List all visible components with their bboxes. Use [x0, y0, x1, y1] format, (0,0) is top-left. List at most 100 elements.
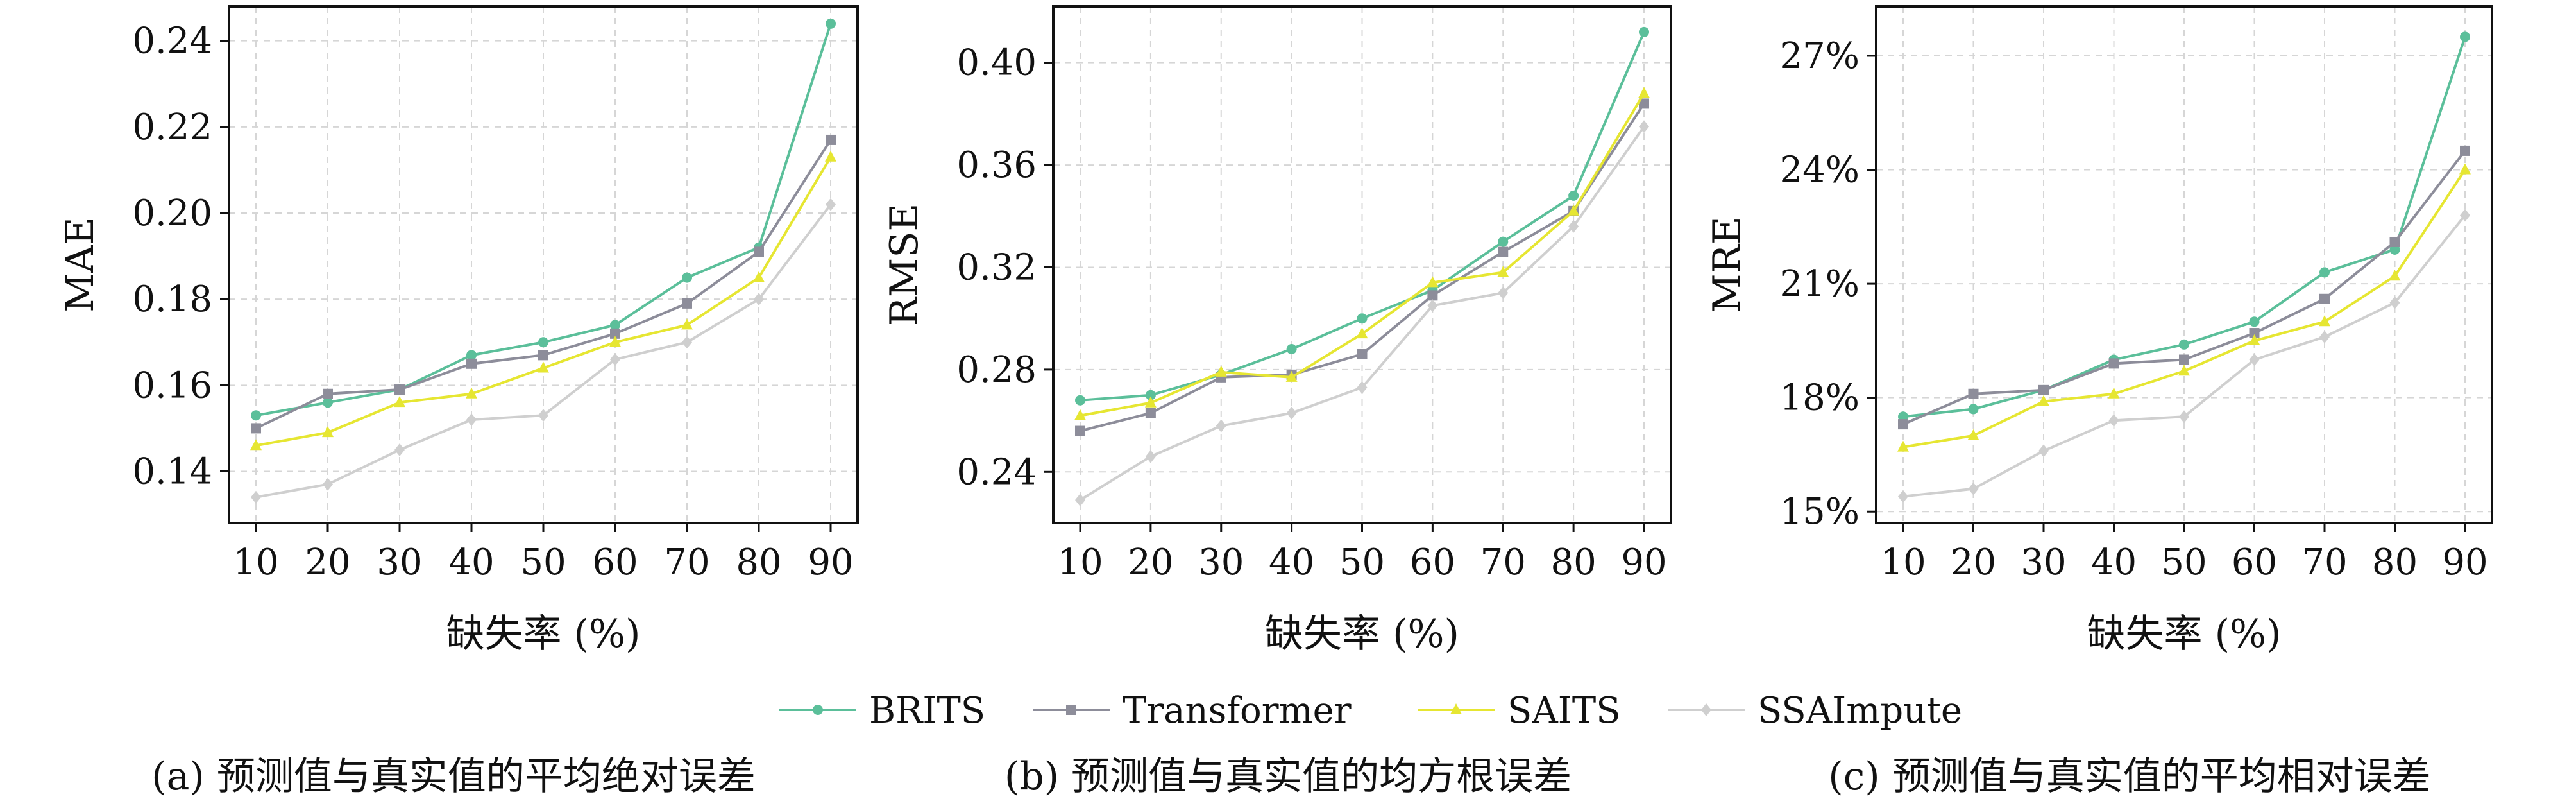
chart-1-series-1-point: [1498, 246, 1509, 257]
legend-1-label: Transformer: [1123, 690, 1352, 732]
legend-3-marker: [1701, 703, 1711, 716]
chart-0-series-0-point: [826, 18, 836, 29]
chart-0-x-tick-label: 80: [736, 542, 781, 583]
legend-3-label: SSAImpute: [1758, 690, 1962, 732]
chart-1-series-3-point: [1427, 299, 1438, 313]
chart-2-series-0-point: [2249, 316, 2260, 327]
chart-2-series-3-point: [2460, 209, 2470, 222]
chart-1-series-0-point: [1145, 390, 1156, 400]
chart-0-series-0-point: [538, 337, 548, 348]
chart-0-y-tick-label: 0.14: [132, 451, 212, 493]
chart-2-series-0-point: [2319, 267, 2330, 278]
chart-0-x-tick-label: 50: [520, 542, 566, 583]
chart-0-x-tick-label: 40: [448, 542, 494, 583]
chart-1-series-2-point: [1568, 204, 1580, 216]
chart-0-series-1-point: [394, 384, 405, 395]
chart-2-series-2-point: [2108, 387, 2120, 399]
chart-2-y-tick-label: 24%: [1780, 150, 1860, 191]
chart-1-y-axis-label: RMSE: [882, 203, 927, 327]
chart-1-x-tick-label: 10: [1057, 542, 1103, 583]
chart-0-y-tick-label: 0.18: [132, 279, 212, 320]
chart-1-series-3-point: [1286, 406, 1297, 420]
chart-2-x-tick-label: 50: [2161, 542, 2207, 583]
chart-1-series-0-point: [1286, 344, 1297, 355]
chart-0-series-2-point: [609, 336, 621, 347]
chart-2-y-tick-label: 18%: [1780, 377, 1860, 419]
chart-0-series-2-point: [466, 387, 477, 399]
panel-b-caption: (b) 预测值与真实值的均方根误差: [1004, 754, 1572, 799]
chart-2-series-1-point: [1968, 388, 1979, 399]
chart-2-series-0-point: [2179, 339, 2189, 350]
chart-2-series-1-point: [2108, 358, 2119, 369]
chart-1-x-tick-label: 60: [1410, 542, 1455, 583]
chart-2-y-tick-label: 27%: [1780, 35, 1860, 77]
chart-1-series-0-point: [1568, 190, 1579, 201]
chart-0-series-3-point: [610, 353, 620, 366]
chart-0-series-2-point: [250, 439, 262, 451]
chart-0-series-1-point: [682, 298, 692, 309]
chart-2-series-1-point: [2179, 354, 2189, 365]
chart-0-series-2-point: [681, 318, 693, 330]
chart-1-x-tick-label: 50: [1339, 542, 1385, 583]
chart-2-x-tick-label: 30: [2021, 542, 2066, 583]
chart-2-series-2-point: [2389, 270, 2401, 281]
legend-1-marker: [1066, 705, 1076, 715]
chart-1-series-3-point: [1568, 219, 1579, 233]
chart-1-series-0-point: [1498, 236, 1509, 247]
chart-0-series-0-point: [610, 320, 620, 331]
panel-a: (a) 预测值与真实值的平均绝对误差 10 20 30 40 50 60 70 80 90 0.1…: [58, 5, 859, 799]
chart-1-series-0-point: [1639, 26, 1649, 37]
chart-0-series-3-point: [323, 477, 333, 491]
chart-0-series-2-point: [538, 361, 549, 373]
panel-a-caption: (a) 预测值与真实值的平均绝对误差: [151, 754, 756, 799]
chart-2-series-1-point: [2389, 236, 2400, 247]
chart-0-series-2-point: [825, 150, 836, 162]
chart-2-x-tick-label: 20: [1951, 542, 1996, 583]
chart-0-x-tick-label: 20: [305, 542, 350, 583]
panel-c-caption: (c) 预测值与真实值的平均相对误差: [1828, 754, 2431, 799]
chart-2-x-tick-label: 70: [2301, 542, 2347, 583]
chart-1-series-2-point: [1427, 276, 1439, 288]
chart-2-series-3-point: [2179, 410, 2189, 424]
chart-0-series-3-point: [251, 490, 261, 504]
chart-0-series-0-point: [251, 410, 261, 421]
chart-2-series-1-point: [2038, 384, 2049, 395]
chart-1-series-2-point: [1497, 266, 1509, 277]
chart-0-series-1-point: [323, 388, 333, 399]
chart-1-x-tick-label: 40: [1269, 542, 1314, 583]
chart-0-x-tick-label: 60: [592, 542, 638, 583]
chart-1-series-2-point: [1215, 365, 1227, 377]
chart-0-x-tick-label: 70: [664, 542, 709, 583]
chart-2-series-1-point: [2460, 145, 2470, 156]
chart-0-series-1-point: [538, 350, 548, 361]
chart-1-series-3-point: [1498, 286, 1509, 300]
legend-0-label: BRITS: [869, 690, 985, 732]
chart-0-series-2-point: [753, 271, 765, 282]
chart-2-series-3-point: [2108, 414, 2119, 427]
chart-0-series-1-point: [466, 358, 477, 369]
chart-1-x-tick-label: 30: [1198, 542, 1244, 583]
chart-0-y-tick-label: 0.20: [132, 193, 212, 234]
chart-1-series-2-point: [1074, 409, 1086, 420]
chart-1-series-2-point: [1144, 396, 1157, 408]
chart-0-x-axis-label: 缺失率 (%): [446, 612, 641, 657]
chart-1-series-3-point: [1357, 381, 1368, 394]
chart-0-y-tick-label: 0.16: [132, 365, 212, 406]
chart-2-series-2-point: [2038, 395, 2049, 406]
chart-1-series-3-point: [1639, 120, 1649, 133]
chart-1-series-2-point: [1285, 370, 1298, 382]
chart-0-series-1-point: [826, 134, 836, 145]
chart-2-series-3-point: [2249, 353, 2260, 366]
chart-2-series-3-point: [1898, 490, 1908, 503]
chart-0-series-1-point: [251, 423, 261, 434]
chart-0-series-0-point: [466, 350, 477, 361]
chart-0-series-3-point: [682, 336, 692, 349]
legend-2-marker: [1450, 703, 1462, 714]
chart-1-y-tick-label: 0.40: [956, 42, 1037, 84]
chart-2-series-1-point: [2319, 293, 2330, 304]
chart-2-series-1-point: [2249, 328, 2260, 339]
chart-1-x-tick-label: 90: [1621, 542, 1666, 583]
chart-0-series-3-point: [538, 409, 548, 422]
chart-2-series-2-point: [1967, 429, 1979, 440]
chart-0-series-3-point: [826, 198, 836, 211]
